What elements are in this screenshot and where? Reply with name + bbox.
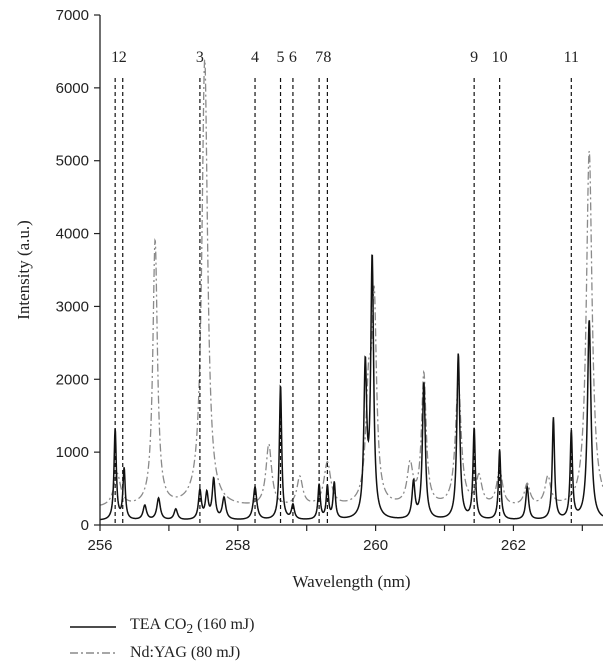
marker-label-6: 6 [289, 49, 297, 66]
series-layer [100, 59, 603, 521]
line-markers: 1 2 3 4 5 6 7 8 9 10 11 [111, 49, 579, 525]
legend-suffix-tea-co2: (160 mJ) [193, 615, 255, 633]
marker-label-10: 10 [492, 49, 508, 66]
legend-label-ndyag: Nd:YAG (80 mJ) [130, 640, 240, 666]
marker-label-3: 3 [196, 49, 204, 66]
y-tick-label: 0 [81, 517, 89, 534]
marker-label-7: 7 [315, 49, 323, 66]
legend-swatch-dashdot [70, 652, 116, 654]
y-tick-label: 7000 [56, 7, 89, 24]
y-tick-label: 4000 [56, 226, 89, 243]
y-tick-label: 6000 [56, 80, 89, 97]
legend-suffix-ndyag: (80 mJ) [186, 644, 241, 661]
series-line-ndyag [100, 59, 603, 506]
x-tick-label: 258 [225, 537, 250, 554]
legend-label-tea-co2: TEA CO2 (160 mJ) [130, 612, 254, 642]
legend-name-ndyag: Nd:YAG [130, 644, 187, 661]
marker-label-5: 5 [277, 49, 285, 66]
legend-item-ndyag: Nd:YAG (80 mJ) [70, 640, 254, 666]
y-tick-label: 5000 [56, 153, 89, 170]
x-tick-label: 256 [87, 537, 112, 554]
legend-subscript-tea-co2: 2 [186, 621, 194, 637]
marker-label-11: 11 [564, 49, 579, 66]
marker-label-4: 4 [251, 49, 259, 66]
y-tick-label: 2000 [56, 371, 89, 388]
series-line-tea-co2 [100, 254, 603, 521]
x-tick-label: 262 [501, 537, 526, 554]
marker-label-2: 2 [119, 49, 127, 66]
legend-item-tea-co2: TEA CO2 (160 mJ) [70, 614, 254, 640]
x-tick-label: 260 [363, 537, 388, 554]
legend: TEA CO2 (160 mJ) Nd:YAG (80 mJ) [70, 614, 254, 666]
y-axis-title: Intensity (a.u.) [14, 220, 33, 320]
marker-label-8: 8 [323, 49, 331, 66]
legend-swatch-solid [70, 626, 116, 628]
legend-name-tea-co2: TEA CO [130, 615, 187, 633]
marker-label-9: 9 [470, 49, 478, 66]
y-tick-label: 1000 [56, 444, 89, 461]
y-tick-label: 3000 [56, 298, 89, 315]
x-axis-title: Wavelength (nm) [292, 572, 410, 591]
marker-label-1: 1 [111, 49, 119, 66]
